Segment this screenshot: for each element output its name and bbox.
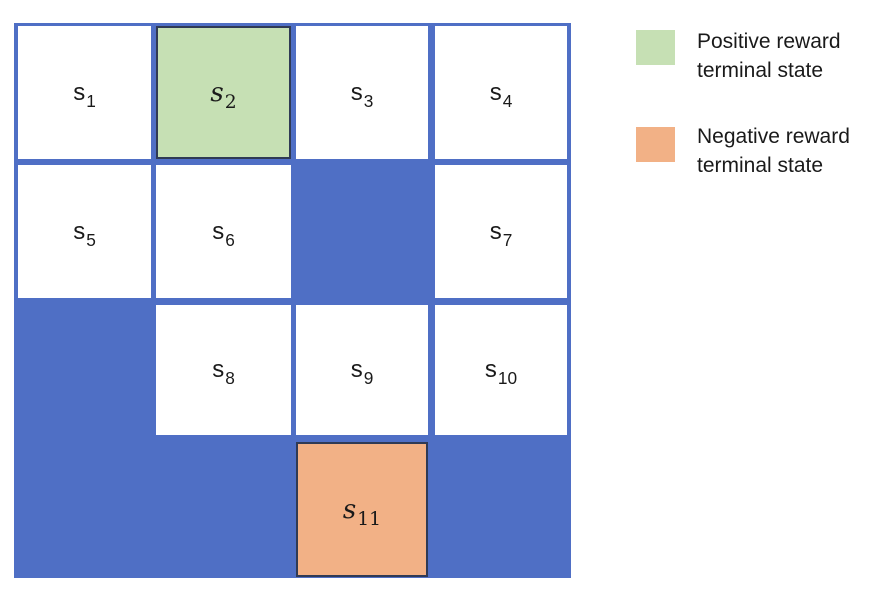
positive-legend-label: Positive reward terminal state	[697, 27, 841, 85]
state-label-base: s	[489, 217, 502, 245]
state-cell-s6: s6	[156, 165, 291, 298]
state-cell-s9: s9	[296, 305, 428, 435]
state-cell-s10: s10	[435, 305, 567, 435]
state-label-subscript: 5	[86, 229, 96, 250]
state-label: s8	[212, 356, 235, 387]
state-label-base: s	[210, 77, 224, 108]
state-label-base: s	[342, 494, 357, 525]
state-label: s3	[350, 78, 374, 109]
state-label: s5	[73, 217, 96, 248]
state-label-base: s	[489, 78, 502, 106]
state-cell-s8: s8	[156, 305, 291, 435]
state-label-base: s	[212, 356, 225, 383]
state-cell-s4: s4	[435, 26, 567, 159]
state-label: s4	[489, 78, 513, 109]
state-cell-s1: s1	[18, 26, 151, 159]
state-label-base: s	[350, 78, 363, 106]
legend-negative: Negative reward terminal state	[636, 122, 866, 192]
negative-legend-line1: Negative reward	[697, 125, 850, 148]
state-label-subscript: 10	[497, 368, 518, 389]
state-label-subscript: 11	[357, 509, 382, 531]
state-label-subscript: 7	[502, 229, 513, 250]
state-label-base: s	[484, 356, 497, 383]
negative-legend-line2: terminal state	[697, 154, 824, 177]
positive-legend-line1: Positive reward	[697, 30, 841, 53]
state-label: s2	[210, 77, 236, 113]
positive-legend-line2: terminal state	[697, 59, 824, 82]
state-label-subscript: 4	[502, 90, 513, 111]
state-label: s6	[212, 217, 235, 248]
state-label-subscript: 2	[224, 92, 237, 114]
legend-positive: Positive reward terminal state	[636, 27, 866, 97]
state-cell-s11: s11	[296, 442, 428, 577]
state-label-subscript: 3	[363, 90, 374, 111]
state-label-base: s	[73, 217, 86, 245]
state-label-subscript: 1	[86, 90, 96, 111]
state-label-base: s	[350, 356, 363, 383]
state-label: s9	[350, 356, 374, 387]
negative-legend-label: Negative reward terminal state	[697, 122, 850, 180]
state-label-base: s	[212, 217, 225, 245]
state-cell-s3: s3	[296, 26, 428, 159]
state-cell-s7: s7	[435, 165, 567, 298]
gridworld: s1 s2 s3 s4 s5 s6 s7 s8 s9 s10 s11	[14, 23, 571, 578]
state-label-base: s	[73, 78, 86, 106]
state-label: s1	[73, 78, 96, 109]
state-label: s10	[484, 356, 517, 387]
state-label: s7	[489, 217, 513, 248]
state-cell-s2: s2	[156, 26, 291, 159]
state-label: s11	[342, 494, 381, 530]
state-label-subscript: 8	[225, 368, 235, 389]
state-label-subscript: 9	[363, 368, 374, 389]
negative-swatch	[636, 127, 675, 162]
state-label-subscript: 6	[225, 229, 235, 250]
positive-swatch	[636, 30, 675, 65]
state-cell-s5: s5	[18, 165, 151, 298]
